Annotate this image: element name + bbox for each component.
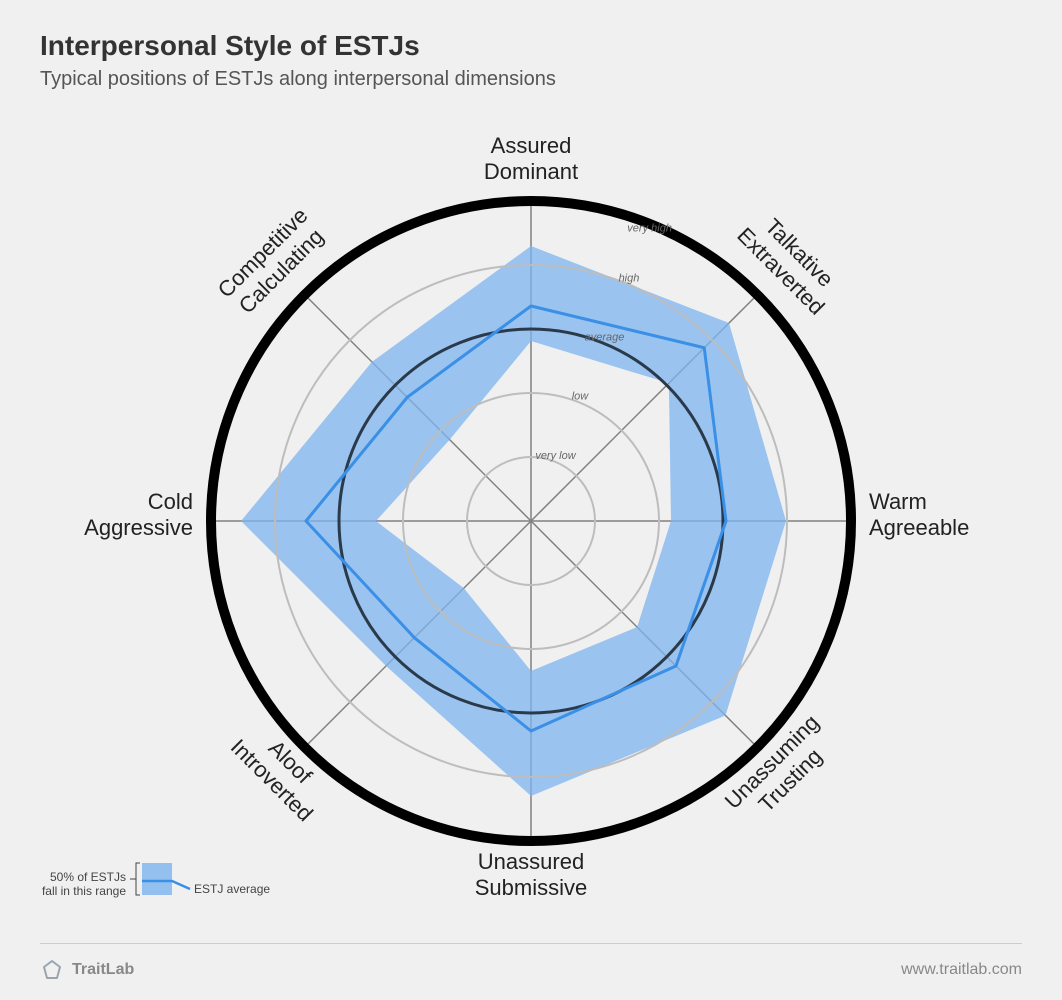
brand-name: TraitLab [72,961,134,979]
page: Interpersonal Style of ESTJs Typical pos… [0,0,1062,1000]
legend-svg: 50% of ESTJsfall in this range ESTJ avera… [40,857,300,917]
svg-text:Unassured: Unassured [478,849,584,874]
svg-text:average: average [585,332,625,344]
radar-svg: very low low average high very high AssuredDo… [40,91,1022,911]
svg-text:very low: very low [535,450,576,462]
svg-text:Agreeable: Agreeable [869,515,969,540]
svg-text:Submissive: Submissive [475,875,587,900]
brand-logo-icon [40,958,64,982]
svg-text:Aggressive: Aggressive [84,515,193,540]
svg-text:ESTJ average: ESTJ average [194,882,270,896]
svg-text:low: low [572,391,590,403]
svg-text:fall in this range: fall in this range [42,884,126,898]
svg-text:Cold: Cold [148,489,193,514]
footer-url: www.traitlab.com [901,961,1022,979]
svg-text:Dominant: Dominant [484,159,578,184]
chart-title: Interpersonal Style of ESTJs [40,30,1022,62]
svg-text:Warm: Warm [869,489,927,514]
legend: 50% of ESTJsfall in this range ESTJ avera… [40,857,300,920]
svg-text:50% of ESTJs: 50% of ESTJs [50,870,126,884]
svg-text:high: high [619,272,640,284]
footer: TraitLab www.traitlab.com [40,943,1022,982]
chart-subtitle: Typical positions of ESTJs along interpe… [40,68,1022,91]
svg-text:very high: very high [627,223,672,235]
svg-text:Assured: Assured [491,133,572,158]
radar-chart: very low low average high very high AssuredDo… [40,91,1022,911]
brand: TraitLab [40,958,134,982]
